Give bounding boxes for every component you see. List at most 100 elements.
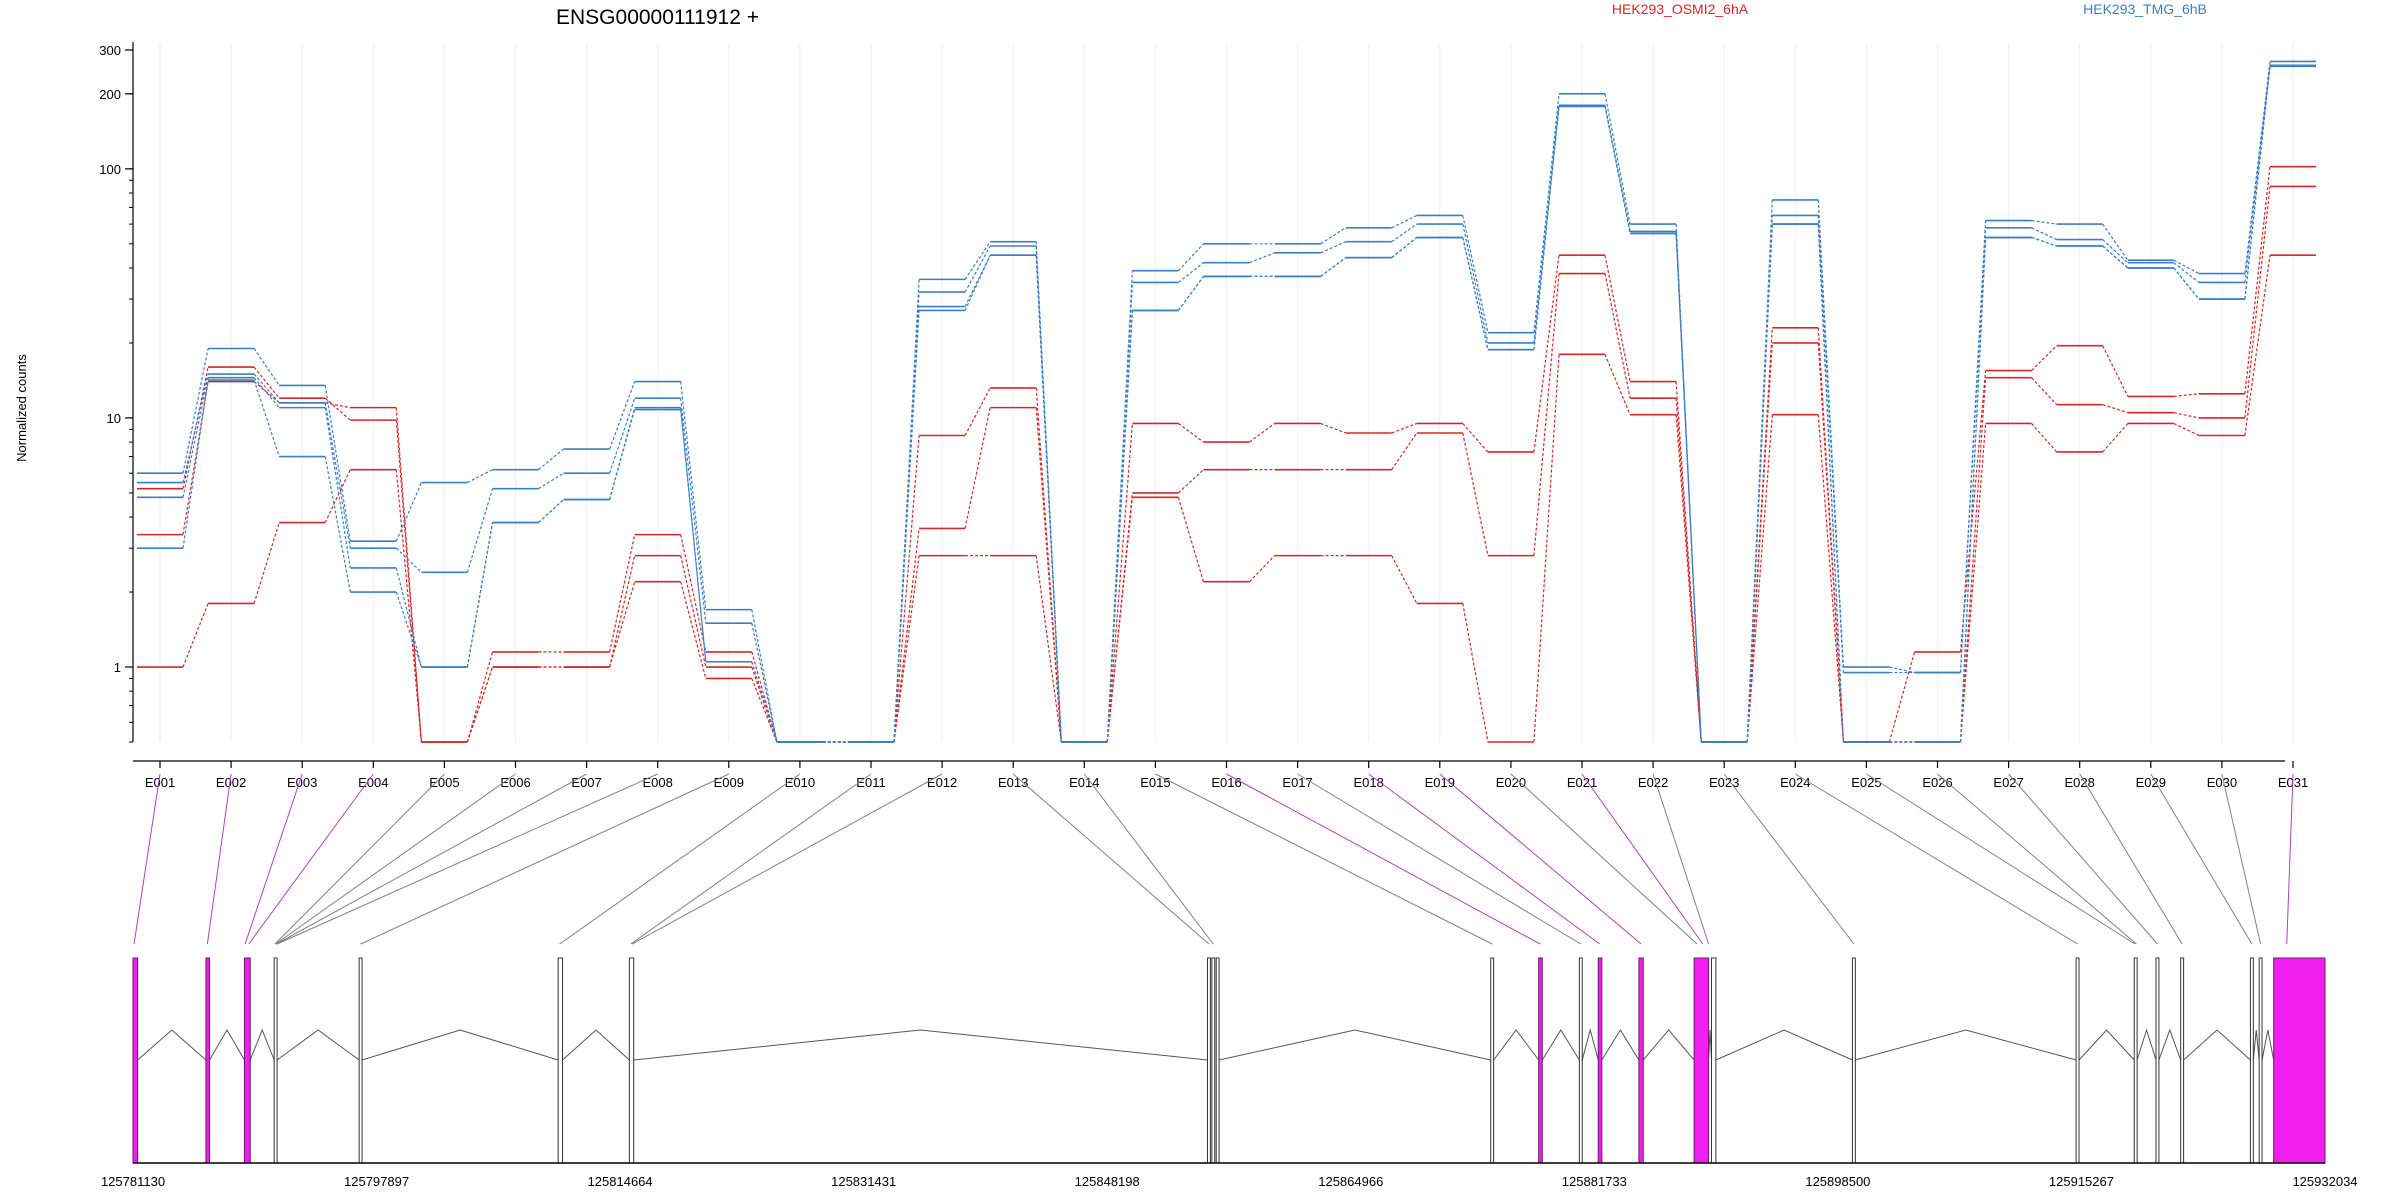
series-7-link-14 [1106, 310, 1133, 743]
series-6-link-22 [1675, 231, 1702, 743]
series-4-link-25 [1889, 666, 1915, 674]
series-1-link-22 [1675, 381, 1702, 743]
intron-5 [361, 1029, 559, 1061]
connector-e026 [1937, 773, 2137, 945]
intron-14 [1601, 1029, 1640, 1061]
series-1-link-11 [893, 435, 920, 743]
series-2-link-23 [1746, 342, 1773, 743]
x-tick-label-e004: E004 [358, 775, 388, 790]
series-4-link-6 [538, 448, 564, 471]
connector-e003 [244, 773, 303, 945]
series-7-link-21 [1604, 106, 1631, 234]
series-1-link-27 [2031, 345, 2058, 371]
connector-e004 [248, 773, 374, 945]
series-2-link-20 [1533, 273, 1560, 556]
connector-e002 [206, 773, 232, 945]
connector-e007 [276, 773, 587, 945]
exon-15 [1638, 957, 1644, 1164]
series-7 [137, 65, 2316, 743]
series-4-link-21 [1604, 93, 1631, 225]
series-3-link-21 [1604, 354, 1631, 415]
series-7-link-26 [1959, 237, 1987, 743]
connector-e023 [1723, 773, 1855, 945]
connector-e027 [2008, 773, 2158, 945]
connector-e024 [1795, 773, 2078, 945]
intron-22 [2183, 1029, 2251, 1061]
series-6-link-1 [182, 377, 209, 498]
exon-18 [1851, 957, 1856, 1164]
series-5-link-28 [2102, 239, 2129, 264]
x-tick-label-e018: E018 [1354, 775, 1384, 790]
series-3-link-11 [893, 555, 920, 743]
coordinate-label-5: 125848198 [1075, 1174, 1140, 1189]
exon-5 [358, 957, 363, 1164]
series-7-link-8 [680, 409, 707, 662]
series-5-link-27 [2031, 227, 2057, 241]
exon-connectors [133, 773, 2294, 945]
series-3-link-1 [182, 603, 209, 668]
series-4-link-15 [1177, 243, 1204, 272]
series-2-link-19 [1462, 432, 1489, 556]
series-1-link-4 [395, 420, 422, 743]
intron-4 [276, 1029, 360, 1061]
intron-21 [2158, 1028, 2182, 1061]
x-tick-label-e015: E015 [1140, 775, 1170, 790]
x-tick-label-e025: E025 [1851, 775, 1881, 790]
series-2-link-29 [2173, 412, 2200, 419]
series-6-link-2 [253, 377, 280, 409]
connector-e028 [2079, 773, 2183, 945]
series-3-link-20 [1533, 354, 1560, 743]
series-5-link-8 [680, 398, 707, 624]
intron-7 [633, 1029, 1208, 1061]
series-3-link-24 [1817, 414, 1844, 743]
series-1-link-2 [253, 366, 280, 399]
series-7-link-6 [538, 499, 565, 524]
series-2-link-26 [1959, 377, 1987, 743]
exon-22 [2180, 957, 2185, 1164]
x-tick-label-e001: E001 [145, 775, 175, 790]
series-2-link-3 [325, 402, 351, 409]
coordinate-label-7: 125881733 [1562, 1174, 1627, 1189]
series-2-link-4 [395, 407, 422, 743]
series-2-link-1 [182, 381, 209, 535]
exon-24 [2258, 957, 2263, 1164]
series-7-link-28 [2102, 245, 2129, 269]
series-5-link-17 [1320, 241, 1346, 254]
series-4-link-3 [324, 385, 351, 542]
exon-25 [2273, 957, 2326, 1164]
connector-e010 [559, 773, 801, 945]
connector-e008 [276, 773, 658, 945]
series-2-link-8 [680, 555, 707, 668]
intron-2 [209, 1029, 245, 1061]
intron-15 [1642, 1029, 1695, 1061]
series-5-link-15 [1178, 262, 1204, 283]
exon-2 [205, 957, 211, 1164]
coordinate-label-9: 125915267 [2049, 1174, 2114, 1189]
series-3-link-18 [1391, 555, 1418, 604]
connector-e021 [1581, 773, 1704, 945]
x-tick-label-e011: E011 [856, 775, 885, 790]
series-1-link-20 [1533, 255, 1560, 453]
coordinate-label-6: 125864966 [1318, 1174, 1383, 1189]
connector-e030 [2221, 773, 2262, 945]
connector-e005 [274, 773, 445, 945]
series-3-link-26 [1959, 423, 1987, 743]
series-5-link-1 [182, 373, 209, 483]
series-7-link-18 [1391, 237, 1418, 259]
x-tick-label-e003: E003 [287, 775, 317, 790]
connector-e025 [1866, 773, 2136, 945]
x-tick-label-e028: E028 [2065, 775, 2095, 790]
series-3-link-19 [1462, 603, 1489, 743]
series-3-link-2 [253, 522, 280, 604]
exon-23 [2249, 957, 2254, 1164]
connector-e031 [2286, 773, 2294, 945]
connector-e018 [1368, 773, 1600, 945]
y-tick-label-200: 200 [99, 87, 121, 102]
connector-e001 [133, 773, 161, 945]
series-7-link-29 [2173, 267, 2200, 300]
x-tick-label-e012: E012 [927, 775, 957, 790]
series-2-link-15 [1177, 469, 1204, 494]
series-7-link-15 [1177, 276, 1204, 311]
series-5-link-24 [1817, 215, 1844, 673]
series-7-link-24 [1817, 224, 1844, 743]
